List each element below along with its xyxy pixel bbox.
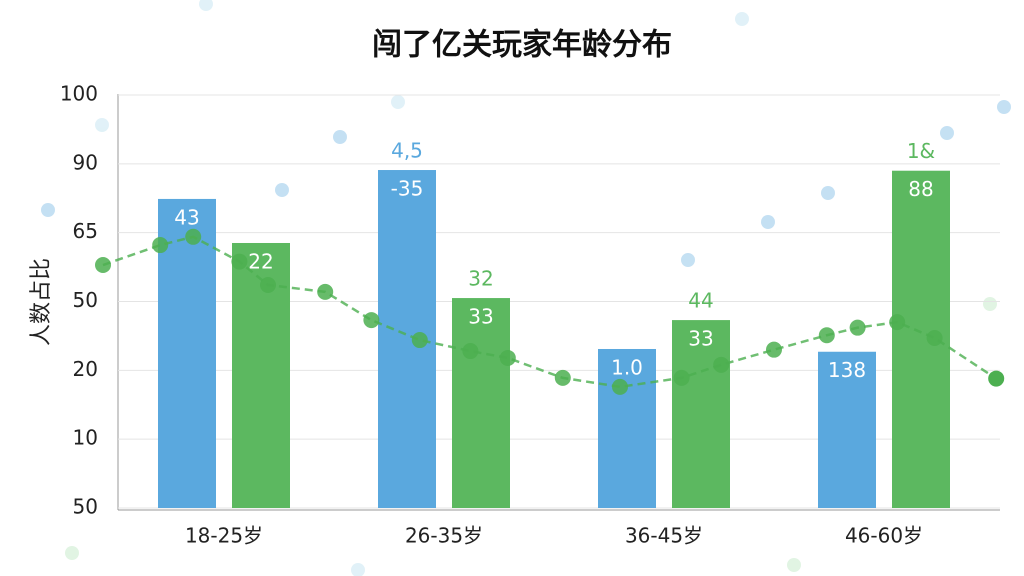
trend-point <box>363 312 380 329</box>
x-tick-label: 26-35岁 <box>405 524 483 548</box>
bar-label: -35 <box>391 177 424 201</box>
trend-point <box>231 253 248 270</box>
trend-point <box>499 349 516 366</box>
x-tick-label: 18-25岁 <box>185 524 263 548</box>
trend-point <box>152 237 169 254</box>
trend-point <box>317 283 334 300</box>
bar <box>598 348 656 508</box>
decoration <box>41 0 1011 576</box>
y-tick-label: 20 <box>73 357 98 381</box>
x-tick-label: 36-45岁 <box>625 524 703 548</box>
trend-point <box>673 369 690 386</box>
trend-point <box>889 314 906 331</box>
bar-top-label: 32 <box>468 267 493 291</box>
chart-title: 闯了亿关玩家年龄分布 <box>372 28 672 63</box>
trend-point <box>554 369 571 386</box>
bar-label: 22 <box>248 249 273 273</box>
bar <box>452 298 510 508</box>
bar <box>818 351 876 508</box>
trend-point <box>926 329 943 346</box>
trend-point <box>185 228 202 245</box>
bar-top-label: 4,5 <box>391 139 423 163</box>
y-tick-label: 90 <box>73 150 98 174</box>
bar-top-label: 44 <box>688 289 713 313</box>
bar-label: 43 <box>174 205 199 229</box>
trend-point <box>260 276 276 293</box>
y-axis-label: 人数占比 <box>29 258 54 346</box>
y-tick-label: 50 <box>73 288 98 312</box>
y-tick-label: 65 <box>73 219 98 243</box>
trend-point <box>462 343 479 360</box>
bar <box>158 198 216 508</box>
x-tick-label: 46-60岁 <box>845 524 923 548</box>
bar-label: 1.0 <box>611 355 643 379</box>
bar-top-label: 1& <box>907 139 935 163</box>
trend-point <box>713 356 730 373</box>
y-tick-label: 10 <box>73 426 98 450</box>
bar-label: 88 <box>908 177 933 201</box>
trend-point <box>95 257 111 274</box>
trend-point <box>988 370 1005 387</box>
bar-label: 33 <box>688 327 713 351</box>
trend-point <box>818 327 835 344</box>
y-tick-label: 100 <box>60 82 98 106</box>
bar-label: 138 <box>828 358 866 382</box>
bar-label: 33 <box>468 305 493 329</box>
trend-point <box>766 341 782 358</box>
trend-point <box>849 319 866 336</box>
trend-point <box>612 378 628 395</box>
bar <box>672 320 730 508</box>
trend-point <box>411 332 428 349</box>
y-tick-label: 50 <box>73 495 98 519</box>
